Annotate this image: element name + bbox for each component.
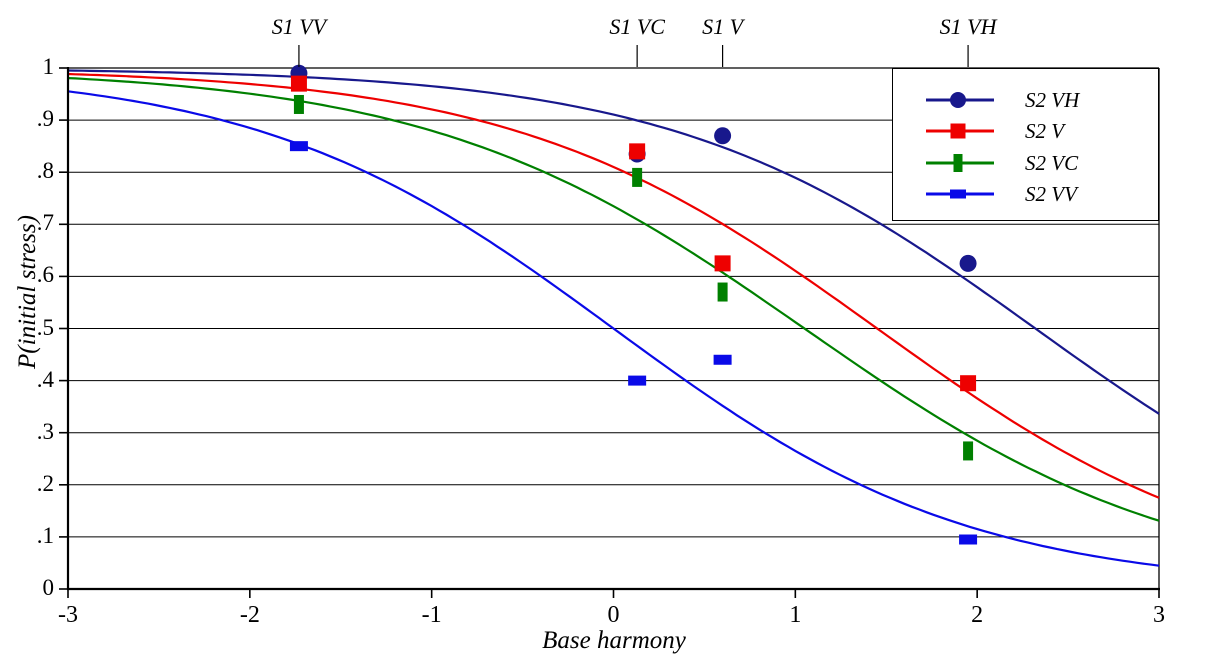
y-tick-label: 1 bbox=[42, 54, 55, 79]
legend-label: S2 VV bbox=[1025, 182, 1077, 206]
marker-s2-vv bbox=[628, 375, 647, 386]
x-tick-label: -1 bbox=[421, 602, 442, 628]
y-tick-label: .1 bbox=[36, 522, 54, 548]
x-tick-label: -3 bbox=[58, 602, 78, 628]
legend-entry-s2-vc: S2 VC bbox=[893, 150, 1158, 176]
marker-s2-vc bbox=[963, 441, 974, 461]
legend-label: S2 V bbox=[1025, 119, 1065, 143]
y-tick-label: .3 bbox=[36, 418, 54, 444]
legend-entry-s2-v: S2 V bbox=[893, 118, 1158, 144]
top-marker-label: S1 VH bbox=[939, 14, 997, 39]
marker-s2-vv bbox=[713, 354, 732, 365]
x-tick-label: -2 bbox=[239, 602, 260, 628]
y-axis-title: P(initial stress) bbox=[14, 215, 41, 369]
y-tick-label: .5 bbox=[36, 314, 54, 340]
curve-s2-vh bbox=[67, 69, 1160, 415]
x-tick-label: 0 bbox=[607, 602, 620, 628]
x-tick-label: 3 bbox=[1153, 602, 1165, 628]
wide-rect-legend-icon bbox=[926, 189, 994, 199]
x-tick-label: 2 bbox=[971, 602, 984, 628]
y-tick-label: .9 bbox=[36, 106, 54, 132]
marker-s2-v bbox=[629, 143, 646, 160]
marker-s2-vc bbox=[632, 167, 643, 187]
legend-label: S2 VC bbox=[1025, 150, 1079, 175]
marker-s2-v bbox=[714, 255, 731, 272]
marker-s2-vv bbox=[959, 534, 978, 545]
top-marker-label: S1 VC bbox=[609, 14, 665, 39]
y-tick-label: 0 bbox=[42, 575, 55, 600]
tall-rect-legend-icon bbox=[926, 153, 994, 172]
top-marker-label: S1 V bbox=[702, 14, 744, 39]
marker-s2-v bbox=[290, 75, 307, 92]
y-tick-label: .4 bbox=[36, 366, 54, 392]
x-tick-label: 1 bbox=[789, 602, 802, 628]
legend-label: S2 VH bbox=[1025, 87, 1080, 112]
legend-entry-s2-vv: S2 VV bbox=[893, 181, 1158, 207]
circle-legend-icon bbox=[926, 91, 994, 108]
legend-box: S2 VH S2 V S2 VC S2 VV bbox=[892, 68, 1159, 221]
marker-s2-vh bbox=[714, 127, 732, 145]
marker-s2-vc bbox=[293, 94, 304, 114]
y-tick-label: .6 bbox=[36, 262, 54, 288]
curve-s2-v bbox=[67, 72, 1160, 499]
marker-s2-vh bbox=[959, 254, 977, 272]
curve-s2-vc bbox=[67, 77, 1160, 522]
curve-s2-vv bbox=[67, 90, 1160, 567]
marker-s2-vc bbox=[717, 282, 728, 302]
y-tick-label: .7 bbox=[36, 210, 54, 236]
y-tick-label: .8 bbox=[36, 158, 54, 184]
marker-s2-vv bbox=[289, 141, 308, 152]
legend-entry-s2-vh: S2 VH bbox=[893, 87, 1158, 113]
x-axis-title: Base harmony bbox=[542, 627, 686, 654]
square-legend-icon bbox=[926, 123, 994, 139]
y-tick-label: .2 bbox=[36, 470, 54, 496]
top-marker-label: S1 VV bbox=[271, 14, 327, 39]
marker-s2-v bbox=[960, 375, 977, 392]
